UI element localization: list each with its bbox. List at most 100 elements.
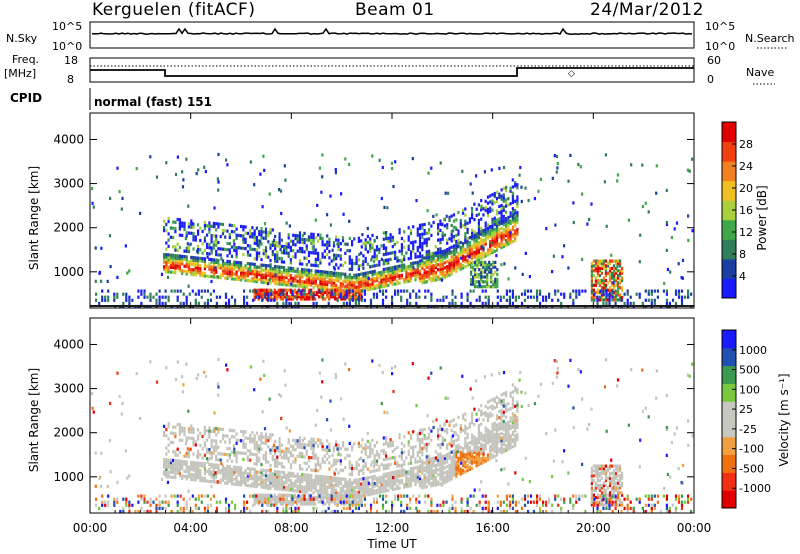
velocity-cell — [439, 472, 442, 476]
power-cell — [490, 277, 493, 281]
power-cell — [514, 222, 517, 226]
velocity-cell — [382, 477, 385, 481]
velocity-cell — [212, 439, 215, 443]
power-cell — [502, 166, 506, 170]
power-cell — [246, 271, 249, 275]
power-cell — [276, 274, 279, 279]
power-cell — [257, 293, 260, 297]
power-cell — [602, 292, 605, 296]
velocity-cell — [210, 442, 213, 446]
power-cell — [437, 268, 440, 272]
power-cell — [617, 281, 620, 285]
power-cell — [428, 262, 431, 266]
velocity-cell — [452, 473, 456, 477]
velocity-cell — [457, 466, 460, 470]
power-cell — [194, 270, 197, 274]
power-cell — [314, 218, 317, 222]
power-cell — [459, 262, 462, 266]
power-cell — [163, 253, 166, 257]
velocity-cell — [473, 458, 476, 462]
power-cell — [253, 257, 256, 261]
power-cell — [502, 193, 505, 197]
power-cell — [439, 250, 442, 254]
power-cell — [334, 295, 337, 299]
power-cell — [298, 249, 302, 254]
power-cell — [184, 236, 187, 241]
velocity-cell — [455, 444, 458, 449]
power-cell — [472, 289, 475, 293]
power-cell — [172, 263, 175, 267]
power-cell — [262, 236, 265, 240]
power-cell — [183, 264, 186, 268]
power-cell — [125, 295, 128, 299]
velocity-cell — [244, 445, 247, 449]
velocity-cell — [258, 482, 261, 486]
sky-left-tick-top: 10^5 — [52, 20, 82, 33]
velocity-cell — [307, 455, 311, 460]
velocity-cell — [330, 488, 333, 492]
power-cell — [495, 246, 499, 250]
velocity-cell — [332, 449, 336, 453]
velocity-cell — [387, 457, 390, 461]
velocity-cell — [477, 441, 480, 445]
velocity-cell — [283, 471, 286, 475]
velocity-cell — [437, 434, 440, 438]
power-cell — [208, 274, 211, 278]
power-cell — [492, 265, 495, 269]
velocity-cell — [341, 468, 345, 473]
velocity-cell — [473, 441, 476, 445]
velocity-cell — [255, 480, 258, 484]
power-cell — [278, 272, 281, 276]
velocity-cell — [312, 479, 315, 483]
power-cell — [270, 298, 273, 302]
velocity-cell — [369, 451, 372, 455]
velocity-cell — [172, 431, 175, 435]
velocity-cell — [274, 452, 277, 456]
power-cell — [303, 297, 307, 301]
velocity-cell — [375, 491, 379, 495]
power-cell — [462, 242, 465, 246]
power-cell — [345, 301, 348, 305]
velocity-cell — [385, 479, 388, 483]
power-cell — [382, 267, 385, 271]
velocity-cell — [287, 478, 290, 482]
velocity-cell — [278, 446, 281, 450]
velocity-cell — [375, 468, 379, 472]
power-cell — [492, 260, 495, 264]
power-cell — [385, 246, 388, 250]
power-cell — [428, 237, 431, 241]
power-cell — [428, 255, 431, 259]
velocity-cell — [432, 464, 435, 468]
velocity-cell — [391, 483, 394, 487]
velocity-cell — [409, 472, 413, 476]
power-cell — [514, 209, 517, 213]
power-cell — [621, 269, 624, 273]
power-cell — [298, 234, 302, 238]
power-cell — [439, 253, 442, 257]
power-cell — [360, 279, 363, 284]
power-cell — [613, 298, 616, 302]
power-cell — [468, 220, 471, 224]
power-cell — [507, 223, 510, 227]
power-cell — [378, 247, 381, 251]
power-cell — [235, 260, 238, 264]
power-cell — [620, 298, 623, 302]
velocity-cell — [307, 465, 311, 469]
power-cell — [301, 233, 305, 238]
power-cell — [610, 274, 614, 278]
velocity-cell — [335, 443, 338, 447]
velocity-cell — [448, 471, 451, 475]
velocity-cell — [235, 432, 238, 436]
velocity-cell — [283, 475, 286, 479]
power-cell — [339, 295, 342, 299]
power-cell — [665, 222, 669, 227]
velocity-cell — [385, 457, 388, 461]
power-cell — [321, 153, 324, 157]
power-cell — [271, 276, 274, 281]
power-cell — [430, 279, 433, 283]
power-cell — [321, 255, 324, 259]
velocity-cells — [91, 357, 694, 514]
velocity-cell — [362, 459, 365, 463]
power-cell — [411, 157, 414, 161]
power-cell — [371, 284, 374, 288]
